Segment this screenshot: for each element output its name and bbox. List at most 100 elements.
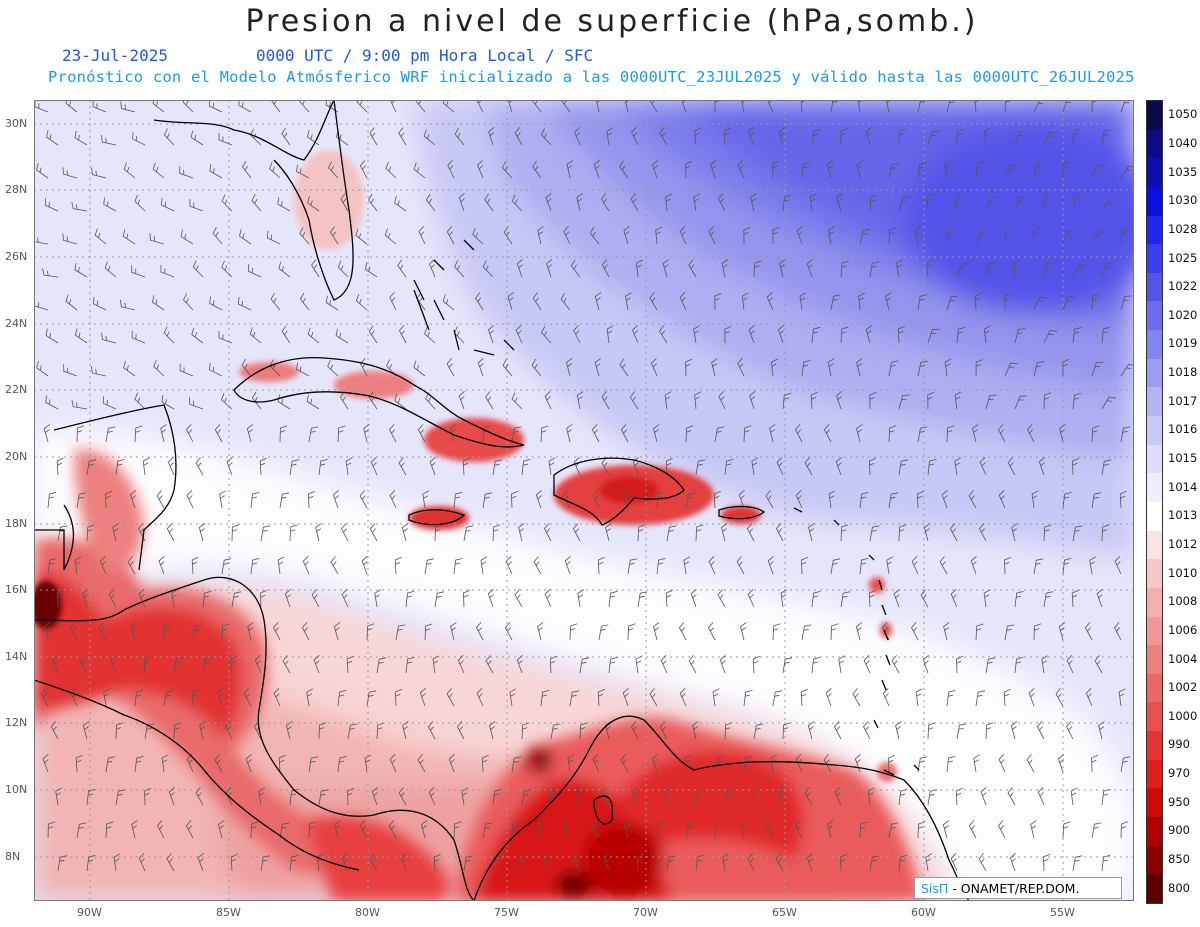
- wind-barb: [927, 329, 940, 344]
- colorbar-swatch: [1147, 101, 1162, 130]
- wind-barb: [601, 391, 610, 410]
- wind-barb: [504, 622, 513, 641]
- wind-barb: [457, 655, 465, 674]
- wind-barb: [980, 787, 987, 806]
- wind-barb: [1010, 721, 1018, 740]
- wind-barb: [956, 723, 967, 740]
- wind-barb: [518, 523, 525, 542]
- wind-barb: [1043, 591, 1054, 608]
- wind-barb: [1084, 622, 1093, 641]
- wind-barb: [804, 787, 813, 806]
- wind-barb: [769, 424, 776, 443]
- wind-barb: [371, 786, 378, 806]
- venezuela-core: [614, 750, 804, 860]
- wind-barb: [1014, 656, 1024, 674]
- wind-barb: [591, 820, 600, 839]
- wind-barb: [361, 555, 368, 575]
- wind-barb: [664, 787, 672, 806]
- wind-barb: [569, 623, 578, 641]
- wind-barb: [683, 556, 691, 575]
- wind-barb: [751, 457, 759, 476]
- wind-barb: [70, 622, 78, 641]
- wind-barb: [50, 721, 59, 740]
- colorbar-swatch: [1147, 759, 1162, 789]
- wind-barb: [685, 425, 694, 443]
- wind-barb: [419, 687, 426, 707]
- wind-barb: [100, 135, 117, 146]
- wind-barb: [442, 294, 455, 311]
- wind-barb: [1004, 293, 1012, 311]
- wind-barb: [1101, 262, 1113, 278]
- wind-barb: [143, 655, 151, 674]
- wind-barb: [86, 788, 96, 806]
- wind-barb: [521, 789, 532, 806]
- wind-barb: [212, 226, 223, 245]
- wind-barb: [366, 623, 375, 641]
- wind-barb: [1027, 424, 1035, 443]
- wind-barb: [101, 332, 117, 344]
- wind-barb: [721, 259, 729, 278]
- neutral-band-1013: [34, 430, 1134, 901]
- wind-barb: [724, 326, 732, 344]
- wind-barb: [811, 326, 821, 344]
- wind-barb: [665, 589, 673, 608]
- wind-barb: [424, 558, 435, 575]
- wind-barb: [99, 556, 107, 575]
- wind-barb: [509, 688, 517, 707]
- cuba-low-center: [334, 371, 414, 399]
- wind-barb: [597, 688, 605, 707]
- wind-barb: [279, 492, 290, 509]
- wind-barb: [694, 391, 701, 410]
- wind-barb: [925, 853, 933, 872]
- wind-barb: [1098, 721, 1105, 740]
- wind-barb: [160, 424, 167, 443]
- wind-barb: [922, 654, 929, 674]
- wind-barb: [540, 425, 549, 443]
- wind-barb: [492, 524, 501, 542]
- wind-barb: [777, 786, 784, 806]
- wind-barb: [160, 264, 175, 278]
- wind-barb: [630, 721, 639, 740]
- wind-barb: [221, 194, 233, 212]
- wind-barb: [173, 722, 182, 740]
- wind-barb: [807, 721, 815, 740]
- wind-barb: [243, 688, 252, 707]
- wind-barb: [1055, 688, 1064, 707]
- wind-barb: [190, 130, 204, 146]
- wind-barb: [163, 128, 175, 146]
- wind-barb: [221, 558, 232, 575]
- wind-barb: [869, 392, 877, 410]
- wind-barb: [339, 391, 349, 410]
- wind-barb: [346, 787, 355, 806]
- wind-barb: [975, 230, 989, 245]
- wind-barb: [569, 690, 580, 707]
- wind-barb: [549, 787, 557, 806]
- wind-barb: [149, 233, 165, 245]
- wind-barb: [954, 457, 962, 476]
- wind-barb: [334, 820, 341, 839]
- wind-barb: [923, 523, 931, 542]
- wind-barb: [926, 259, 934, 278]
- wind-barb: [422, 490, 430, 509]
- colorbar-label: 1022: [1168, 279, 1198, 294]
- colorbar-swatch: [1147, 444, 1162, 474]
- wind-barb: [1014, 591, 1024, 608]
- wind-barb: [389, 292, 397, 311]
- wind-barb: [1037, 787, 1045, 806]
- wind-barb: [132, 131, 146, 146]
- colorbar-swatch: [1147, 530, 1162, 560]
- yucatan-coast: [34, 404, 177, 571]
- wind-barb: [417, 424, 426, 443]
- colorbar-label: 1014: [1168, 479, 1198, 494]
- wind-barb: [405, 590, 415, 608]
- wind-barb: [748, 324, 755, 344]
- wind-barb: [811, 591, 821, 608]
- wind-barb: [394, 195, 407, 212]
- wind-barb: [869, 261, 880, 278]
- wind-barb: [679, 688, 687, 707]
- wind-barb: [574, 786, 581, 806]
- wind-barb: [566, 424, 573, 443]
- colorbar-label: 1000: [1168, 708, 1198, 723]
- wind-barb: [279, 822, 290, 839]
- wind-barb: [736, 556, 745, 575]
